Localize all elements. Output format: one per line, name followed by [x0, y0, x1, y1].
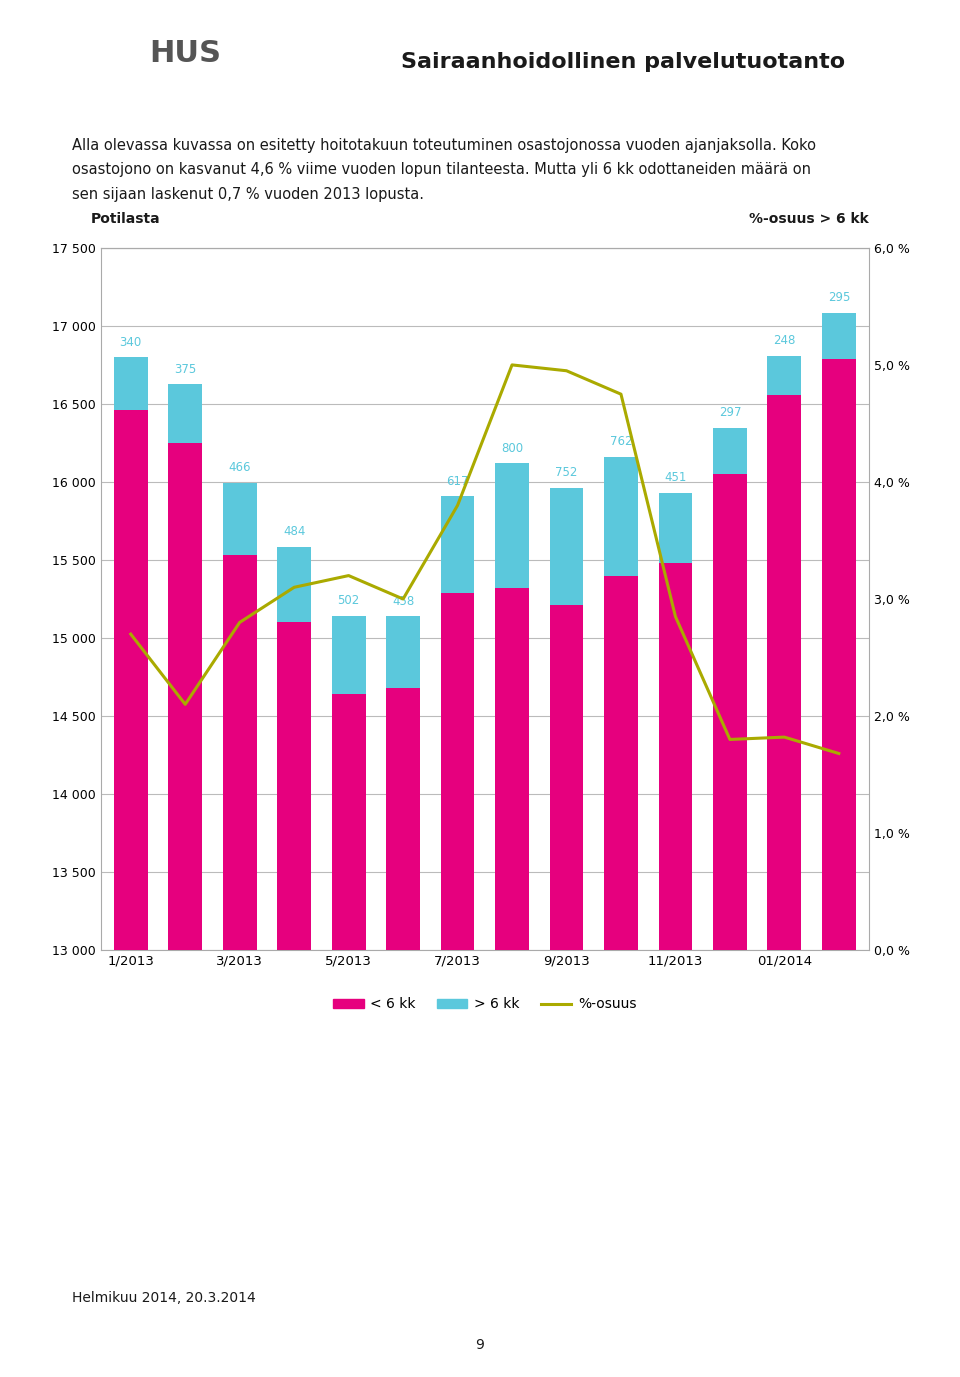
Text: 297: 297 — [719, 406, 741, 419]
Text: 752: 752 — [555, 467, 578, 479]
Bar — [550, 487, 584, 606]
Bar — [114, 410, 148, 1377]
Bar — [332, 616, 366, 694]
Bar — [441, 592, 474, 1377]
Bar — [767, 355, 802, 395]
Text: Potilasta: Potilasta — [91, 212, 161, 226]
Bar — [822, 358, 855, 1377]
Text: 466: 466 — [228, 461, 251, 474]
Bar — [277, 622, 311, 1377]
Text: 9: 9 — [475, 1338, 485, 1352]
Text: 295: 295 — [828, 291, 850, 304]
Bar — [441, 497, 474, 592]
Text: 340: 340 — [120, 336, 142, 348]
Bar — [168, 384, 203, 443]
Text: 762: 762 — [610, 435, 633, 448]
Legend: < 6 kk, > 6 kk, %-osuus: < 6 kk, > 6 kk, %-osuus — [327, 991, 642, 1018]
Text: 248: 248 — [773, 335, 796, 347]
Bar — [332, 694, 366, 1377]
Bar — [550, 606, 584, 1377]
Bar — [495, 588, 529, 1377]
Bar — [495, 463, 529, 588]
Bar — [114, 357, 148, 410]
Bar — [604, 457, 637, 576]
Text: 502: 502 — [338, 595, 360, 607]
Bar — [767, 395, 802, 1377]
Bar — [223, 482, 256, 555]
Bar — [822, 313, 855, 358]
Text: %-osuus > 6 kk: %-osuus > 6 kk — [749, 212, 869, 226]
Text: 451: 451 — [664, 471, 686, 485]
Bar — [604, 576, 637, 1377]
Text: 484: 484 — [283, 525, 305, 538]
Text: Helmikuu 2014, 20.3.2014: Helmikuu 2014, 20.3.2014 — [72, 1292, 255, 1305]
Text: sen sijaan laskenut 0,7 % vuoden 2013 lopusta.: sen sijaan laskenut 0,7 % vuoden 2013 lo… — [72, 187, 424, 202]
Text: 458: 458 — [392, 595, 414, 607]
Text: 617: 617 — [446, 475, 468, 487]
Text: 375: 375 — [174, 362, 197, 376]
Bar — [713, 474, 747, 1377]
Bar — [223, 555, 256, 1377]
Text: HUS: HUS — [149, 39, 221, 67]
Bar — [386, 688, 420, 1377]
Bar — [659, 493, 692, 563]
Text: Alla olevassa kuvassa on esitetty hoitotakuun toteutuminen osastojonossa vuoden : Alla olevassa kuvassa on esitetty hoitot… — [72, 138, 816, 153]
Text: 800: 800 — [501, 442, 523, 454]
Bar — [168, 443, 203, 1377]
Bar — [386, 617, 420, 688]
Text: osastojono on kasvanut 4,6 % viime vuoden lopun tilanteesta. Mutta yli 6 kk odot: osastojono on kasvanut 4,6 % viime vuode… — [72, 162, 811, 178]
Bar — [659, 563, 692, 1377]
Bar — [713, 428, 747, 474]
Bar — [277, 547, 311, 622]
Text: Sairaanhoidollinen palvelutuotanto: Sairaanhoidollinen palvelutuotanto — [400, 52, 845, 73]
